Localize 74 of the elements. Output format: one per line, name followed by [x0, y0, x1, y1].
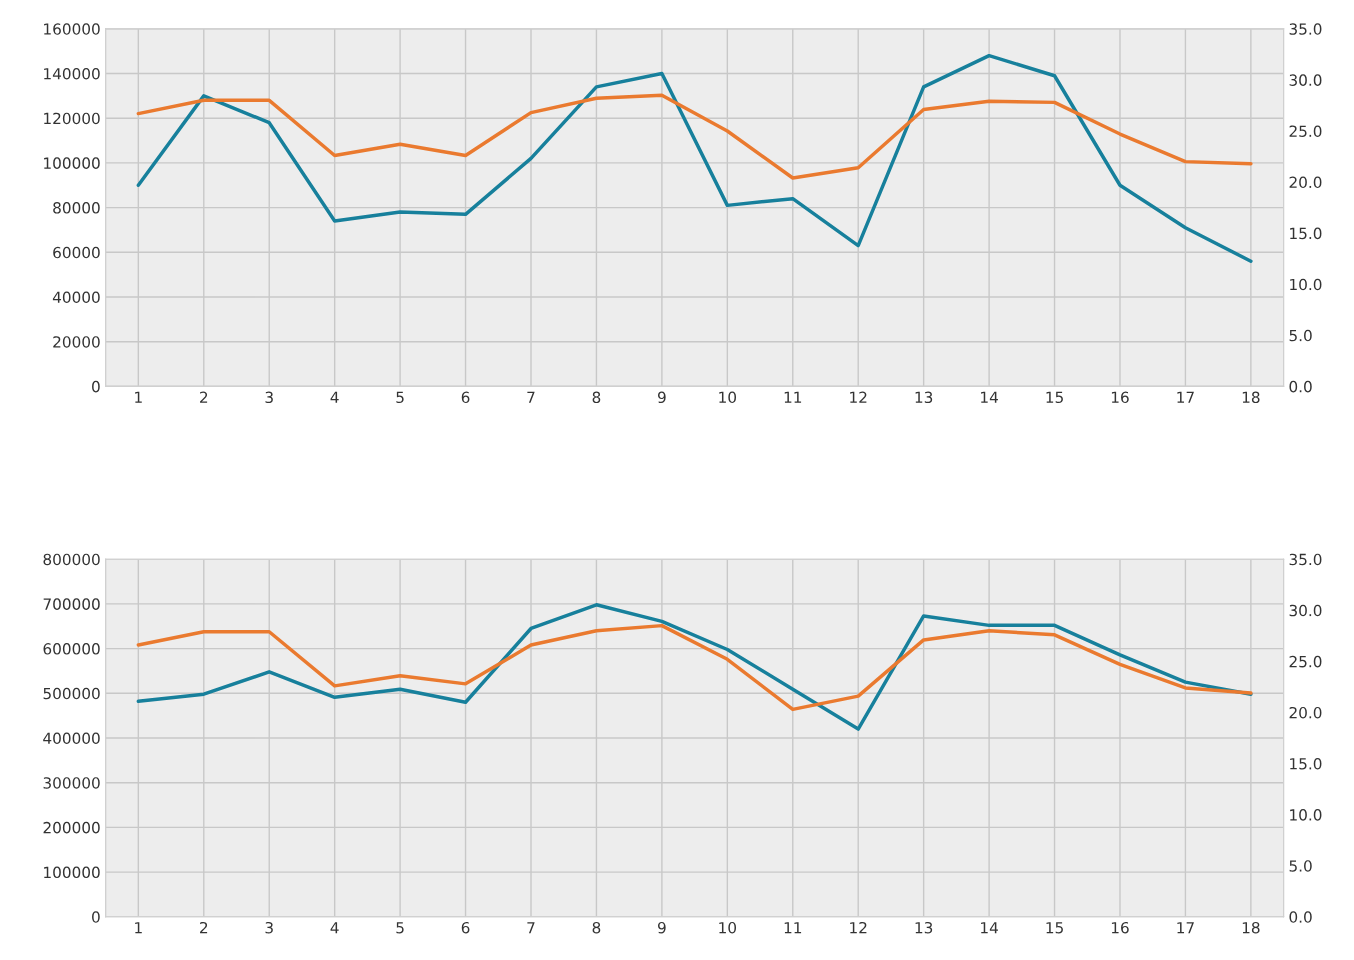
x-tick-label: 11: [784, 391, 802, 403]
x-tick-label: 4: [330, 391, 339, 403]
y-tick-label: 60000: [53, 246, 100, 259]
x-tick-label: 11: [784, 922, 802, 934]
y-tick-label: 500000: [43, 687, 100, 700]
y-tick-label: 40000: [52, 291, 100, 304]
y-tick-label: 100000: [44, 157, 100, 169]
y-tick-label: 20000: [53, 336, 100, 348]
line-series: [136, 603, 1253, 731]
x-tick-label: 3: [265, 391, 273, 404]
y-tick-label: 80000: [53, 202, 100, 214]
x-tick-label: 15: [1046, 922, 1063, 934]
y-tick-label: 300000: [43, 777, 100, 789]
y2-tick-label: 10.0: [1290, 809, 1322, 821]
y2-tick-label: 10.0: [1290, 278, 1322, 291]
x-tick-label: 9: [657, 391, 666, 404]
x-tick-label: 6: [461, 921, 470, 934]
x-tick-label: 16: [1111, 921, 1129, 934]
x-tick-label: 2: [200, 921, 208, 934]
y2-tick-label: 25.0: [1289, 125, 1322, 137]
x-tick-label: 12: [850, 391, 867, 403]
x-tick-label: 18: [1242, 921, 1260, 934]
y-tick-label: 200000: [43, 821, 100, 834]
x-tick-label: 10: [719, 921, 737, 934]
x-tick-label: 9: [657, 921, 666, 934]
y-tick-label: 140000: [44, 67, 100, 80]
line-series: [136, 53, 1253, 263]
y2-tick-label: 25.0: [1289, 655, 1322, 668]
x-tick-label: 7: [527, 922, 535, 934]
y2-tick-label: 0.0: [1289, 380, 1312, 393]
x-tick-label: 14: [981, 391, 998, 403]
x-tick-label: 8: [592, 391, 601, 404]
y2-tick-label: 35.0: [1289, 553, 1322, 566]
y-tick-label: 120000: [44, 112, 100, 125]
line-series: [136, 623, 1253, 712]
y-tick-label: 700000: [43, 598, 100, 610]
x-tick-label: 15: [1046, 391, 1063, 404]
x-tick-label: 14: [981, 922, 998, 934]
x-tick-label: 13: [915, 391, 933, 404]
y-tick-label: 400000: [43, 732, 100, 745]
x-tick-label: 8: [592, 921, 601, 934]
y2-tick-label: 15.0: [1290, 758, 1322, 770]
x-tick-label: 17: [1177, 391, 1194, 403]
y-tick-label: 160000: [44, 23, 100, 35]
line-series: [136, 93, 1253, 180]
x-tick-label: 13: [915, 921, 933, 934]
x-tick-label: 2: [200, 391, 208, 403]
x-tick-label: 12: [850, 921, 867, 934]
y-tick-label: 0: [92, 911, 100, 923]
y2-tick-label: 35.0: [1289, 23, 1322, 35]
y-tick-label: 0: [92, 380, 100, 393]
y2-tick-label: 5.0: [1289, 860, 1312, 872]
x-tick-label: 4: [330, 922, 339, 934]
x-tick-label: 7: [527, 391, 535, 403]
x-tick-label: 3: [265, 921, 273, 934]
y-tick-label: 800000: [43, 553, 100, 566]
y2-tick-label: 20.0: [1289, 706, 1322, 719]
x-tick-label: 10: [719, 391, 737, 404]
x-tick-label: 18: [1242, 391, 1260, 404]
x-tick-label: 16: [1111, 391, 1129, 404]
x-tick-label: 6: [461, 391, 470, 404]
x-tick-label: 5: [396, 922, 404, 934]
y2-tick-label: 20.0: [1289, 176, 1322, 189]
y-tick-label: 600000: [43, 643, 100, 655]
x-tick-label: 5: [396, 391, 404, 404]
x-tick-label: 1: [135, 922, 142, 934]
y2-tick-label: 5.0: [1289, 329, 1312, 342]
y-tick-label: 100000: [44, 866, 100, 879]
y2-tick-label: 30.0: [1289, 74, 1322, 86]
y2-tick-label: 30.0: [1289, 604, 1322, 617]
x-tick-label: 1: [135, 391, 142, 403]
x-tick-label: 17: [1177, 922, 1194, 934]
y2-tick-label: 15.0: [1290, 227, 1322, 240]
y2-tick-label: 0.0: [1289, 911, 1312, 923]
